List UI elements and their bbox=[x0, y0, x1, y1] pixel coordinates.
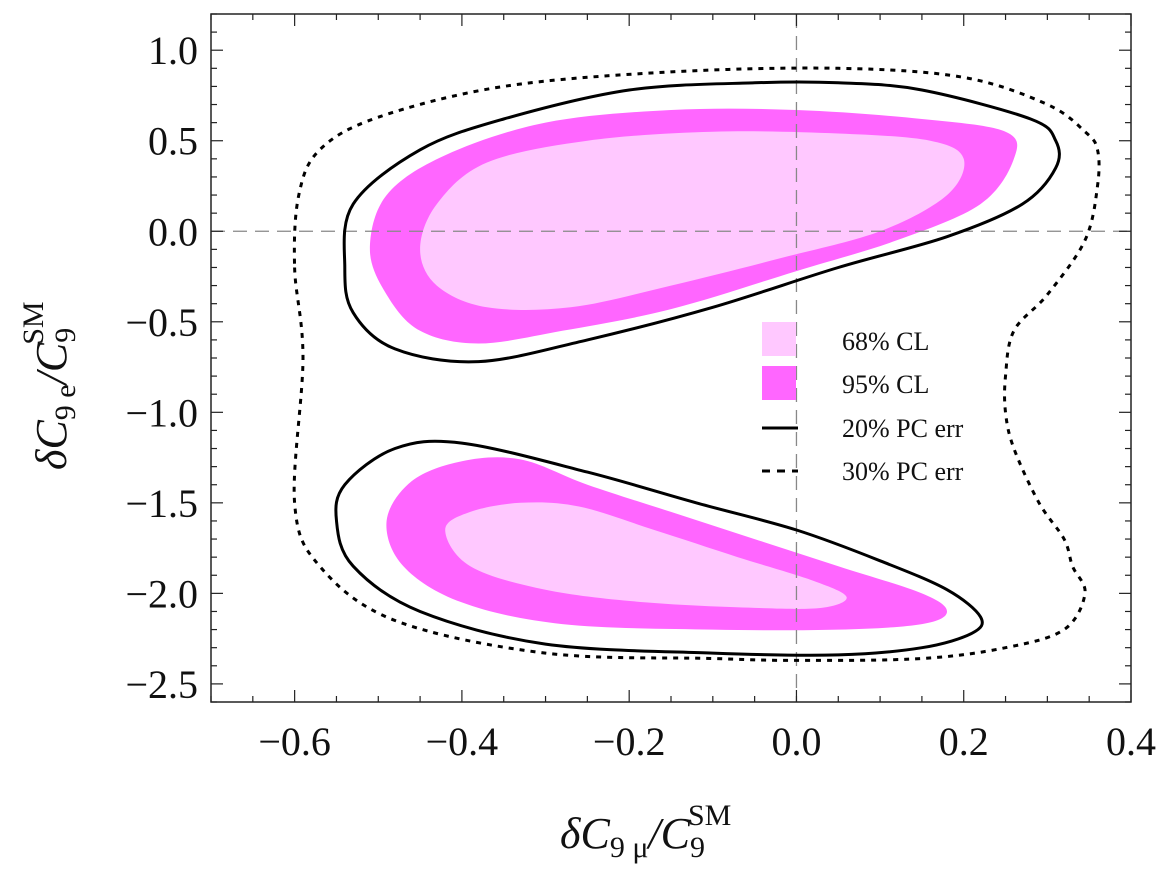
y-tick-label: −2.5 bbox=[125, 662, 198, 707]
x-axis-title: δC9 μ/C9SM bbox=[560, 799, 731, 864]
legend-swatch-95 bbox=[762, 366, 796, 400]
legend-label-30pc: 30% PC err bbox=[842, 457, 964, 486]
y-tick-labels: 1.0 0.5 0.0 −0.5 −1.0 −1.5 −2.0 −2.5 bbox=[125, 28, 198, 707]
contour-30-pc-err bbox=[292, 66, 1101, 662]
x-tick-label: 0.4 bbox=[1106, 719, 1156, 764]
reference-lines bbox=[211, 14, 1131, 702]
legend-label-95: 95% CL bbox=[842, 370, 929, 399]
legend: 68% CL 95% CL 20% PC err 30% PC err bbox=[762, 322, 964, 486]
y-tick-label: −1.5 bbox=[125, 481, 198, 526]
x-tick-label: 0.2 bbox=[939, 719, 989, 764]
legend-label-20pc: 20% PC err bbox=[842, 414, 964, 443]
legend-label-68: 68% CL bbox=[842, 327, 929, 356]
y-tick-label: −1.0 bbox=[125, 390, 198, 435]
axis-ticks bbox=[210, 13, 1132, 703]
contour-20-pc-err-lower bbox=[334, 439, 984, 657]
x-tick-label: −0.6 bbox=[258, 719, 331, 764]
contour-20-pc-err-upper bbox=[342, 80, 1061, 364]
y-tick-label: 0.5 bbox=[148, 119, 198, 164]
y-tick-label: −0.5 bbox=[125, 300, 198, 345]
error-contour-lines bbox=[292, 66, 1101, 662]
y-tick-label: 0.0 bbox=[148, 209, 198, 254]
legend-swatch-68 bbox=[762, 322, 796, 356]
x-tick-label: 0.0 bbox=[771, 719, 821, 764]
x-tick-label: −0.4 bbox=[426, 719, 499, 764]
confidence-region-fills bbox=[369, 108, 1018, 631]
region-68-cl-lower bbox=[445, 502, 847, 609]
region-68-cl-upper bbox=[420, 131, 965, 310]
y-axis-title: δC9 e/C9SM bbox=[17, 301, 82, 470]
x-tick-labels: −0.6 −0.4 −0.2 0.0 0.2 0.4 bbox=[258, 719, 1156, 764]
x-tick-label: −0.2 bbox=[593, 719, 666, 764]
y-tick-label: −2.0 bbox=[125, 571, 198, 616]
y-tick-label: 1.0 bbox=[148, 28, 198, 73]
